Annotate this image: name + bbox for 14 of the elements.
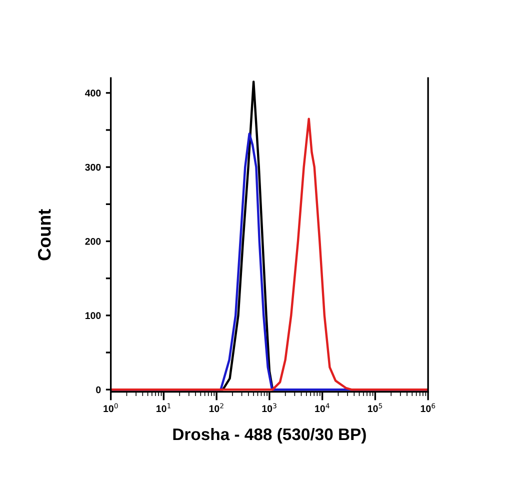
x-tick-label: 10$^{1}$ bbox=[156, 403, 171, 412]
y-tick-label: 200 bbox=[85, 238, 101, 245]
y-tick-label: 400 bbox=[85, 90, 101, 97]
x-tick-label: 10$^{0}$ bbox=[104, 403, 118, 412]
y-tick-label: 0 bbox=[96, 386, 101, 394]
y-tick-label: 300 bbox=[85, 164, 101, 171]
y-axis-title: Count bbox=[38, 209, 51, 260]
x-axis-title: Drosha - 488 (530/30 BP) bbox=[173, 428, 366, 444]
x-tick-label: 10$^{5}$ bbox=[368, 403, 382, 412]
x-tick-label: 10$^{4}$ bbox=[315, 403, 330, 412]
y-tick-label: 100 bbox=[85, 312, 101, 320]
x-tick-label: 10$^{2}$ bbox=[209, 403, 224, 412]
x-tick-label: 10$^{6}$ bbox=[420, 403, 436, 412]
x-tick-label: 10$^{3}$ bbox=[262, 403, 276, 412]
